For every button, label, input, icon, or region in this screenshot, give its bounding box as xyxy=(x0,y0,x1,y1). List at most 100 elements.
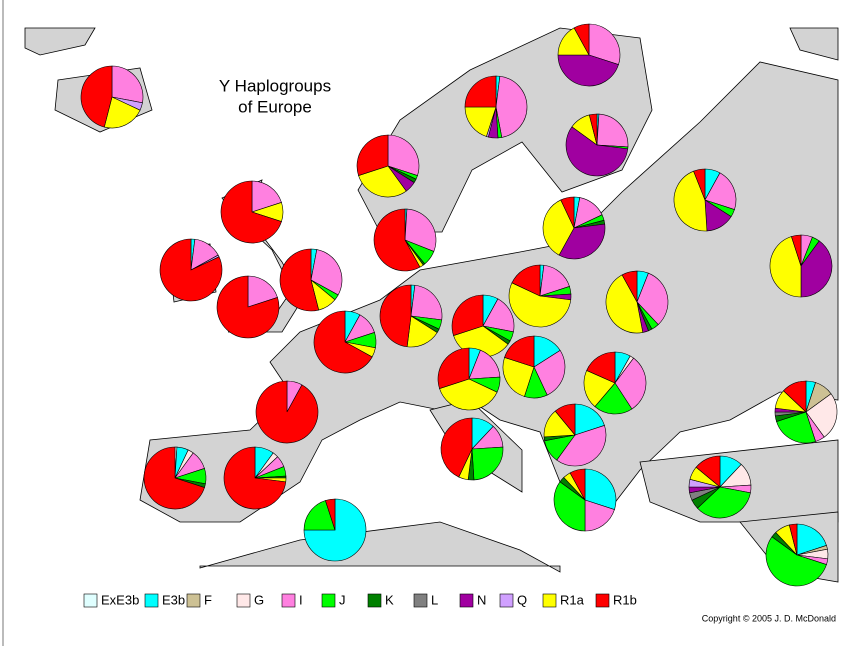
pie-chart xyxy=(565,113,629,177)
legend-label: G xyxy=(254,592,264,607)
pie-slice xyxy=(584,468,617,510)
pie-slice xyxy=(673,170,708,232)
arctic-islands xyxy=(789,27,839,61)
legend-label: E3b xyxy=(162,592,185,607)
pie-slice xyxy=(621,270,638,303)
legend-swatch xyxy=(413,593,428,608)
pie-chart xyxy=(303,498,367,562)
pie-chart xyxy=(673,168,737,232)
pie-chart xyxy=(279,248,343,312)
pie-slice xyxy=(387,134,420,176)
pie-slice xyxy=(223,446,287,510)
pie-slice xyxy=(594,382,633,415)
pie-slice xyxy=(696,486,751,519)
pie-chart xyxy=(143,446,207,510)
pie-slice xyxy=(379,284,412,348)
pie-chart xyxy=(765,523,829,587)
pie-slice xyxy=(313,310,373,374)
pie-slice xyxy=(557,54,619,87)
pie-slice xyxy=(556,425,607,467)
legend-swatch xyxy=(367,593,382,608)
pie-slice xyxy=(471,446,504,481)
legend-label: F xyxy=(204,592,212,607)
pie-slice xyxy=(574,403,605,436)
legend-swatch xyxy=(186,593,201,608)
pie-slice xyxy=(303,498,367,562)
pie-slice xyxy=(504,335,535,368)
pie-slice xyxy=(596,113,629,148)
legend-label: J xyxy=(339,592,346,607)
pie-slice xyxy=(586,351,616,384)
pie-slice xyxy=(111,65,144,104)
pie-chart xyxy=(774,380,838,444)
pie-chart xyxy=(553,468,617,532)
pie-slice xyxy=(791,234,802,267)
legend-swatch xyxy=(281,593,296,608)
pie-slice xyxy=(614,357,647,410)
pie-slice xyxy=(560,196,575,229)
pie-chart xyxy=(605,270,669,334)
legend: ExE3b E3b F G I J K L N Q R1a R1b xyxy=(83,592,637,608)
pie-slice xyxy=(588,113,598,146)
pie-slice xyxy=(220,180,282,244)
pie-slice xyxy=(605,274,644,334)
pie-chart xyxy=(502,335,566,399)
pie-layer xyxy=(80,23,838,587)
pie-slice xyxy=(800,240,833,298)
pie-chart xyxy=(373,208,437,272)
legend-label: ExE3b xyxy=(101,592,139,607)
pie-slice xyxy=(356,134,389,176)
pie-slice xyxy=(695,455,721,488)
legend-swatch xyxy=(321,593,336,608)
pie-slice xyxy=(410,284,443,321)
pie-slice xyxy=(143,446,205,510)
legend-swatch xyxy=(236,593,251,608)
pie-slice xyxy=(440,417,473,478)
legend-swatch xyxy=(144,593,159,608)
pie-slice xyxy=(373,208,421,272)
pie-slice xyxy=(588,23,621,65)
legend-label: N xyxy=(477,592,486,607)
pie-slice xyxy=(558,223,606,260)
pie-slice xyxy=(636,272,669,326)
pie-slice xyxy=(464,106,497,137)
pie-chart xyxy=(379,284,443,348)
pie-chart xyxy=(159,238,223,302)
legend-label: R1b xyxy=(613,592,637,607)
pie-slice xyxy=(279,248,320,312)
legend-label: I xyxy=(299,592,303,607)
pie-slice xyxy=(502,357,535,397)
legend-label: Q xyxy=(517,592,527,607)
map-title: of Europe xyxy=(238,97,312,116)
pie-slice xyxy=(704,172,737,210)
legend-label: L xyxy=(431,592,438,607)
pie-slice xyxy=(495,75,528,138)
pie-chart xyxy=(583,351,647,415)
pie-slice xyxy=(782,380,807,413)
legend-swatch xyxy=(542,593,557,608)
pie-chart xyxy=(80,65,144,129)
pie-slice xyxy=(776,411,816,444)
map-title: Y Haplogroups xyxy=(219,76,331,95)
legend-swatch xyxy=(459,593,474,608)
copyright: Copyright © 2005 J. D. McDonald xyxy=(702,613,836,623)
pie-chart xyxy=(451,294,515,358)
legend-swatch xyxy=(595,593,610,608)
pie-chart xyxy=(542,196,606,260)
pie-slice xyxy=(437,347,470,389)
pie-slice xyxy=(255,380,319,444)
pie-slice xyxy=(573,23,590,56)
pie-slice xyxy=(303,500,336,531)
pie-chart xyxy=(688,455,752,519)
pie-slice xyxy=(765,536,827,587)
pie-chart xyxy=(769,234,833,298)
pie-slice xyxy=(554,403,576,436)
pie-slice xyxy=(216,275,280,339)
pie-slice xyxy=(310,249,343,296)
pie-slice xyxy=(693,168,706,201)
pie-slice xyxy=(325,498,336,531)
pie-slice xyxy=(358,165,407,198)
pie-slice xyxy=(439,378,498,411)
legend-label: K xyxy=(385,592,394,607)
pie-chart xyxy=(437,347,501,411)
